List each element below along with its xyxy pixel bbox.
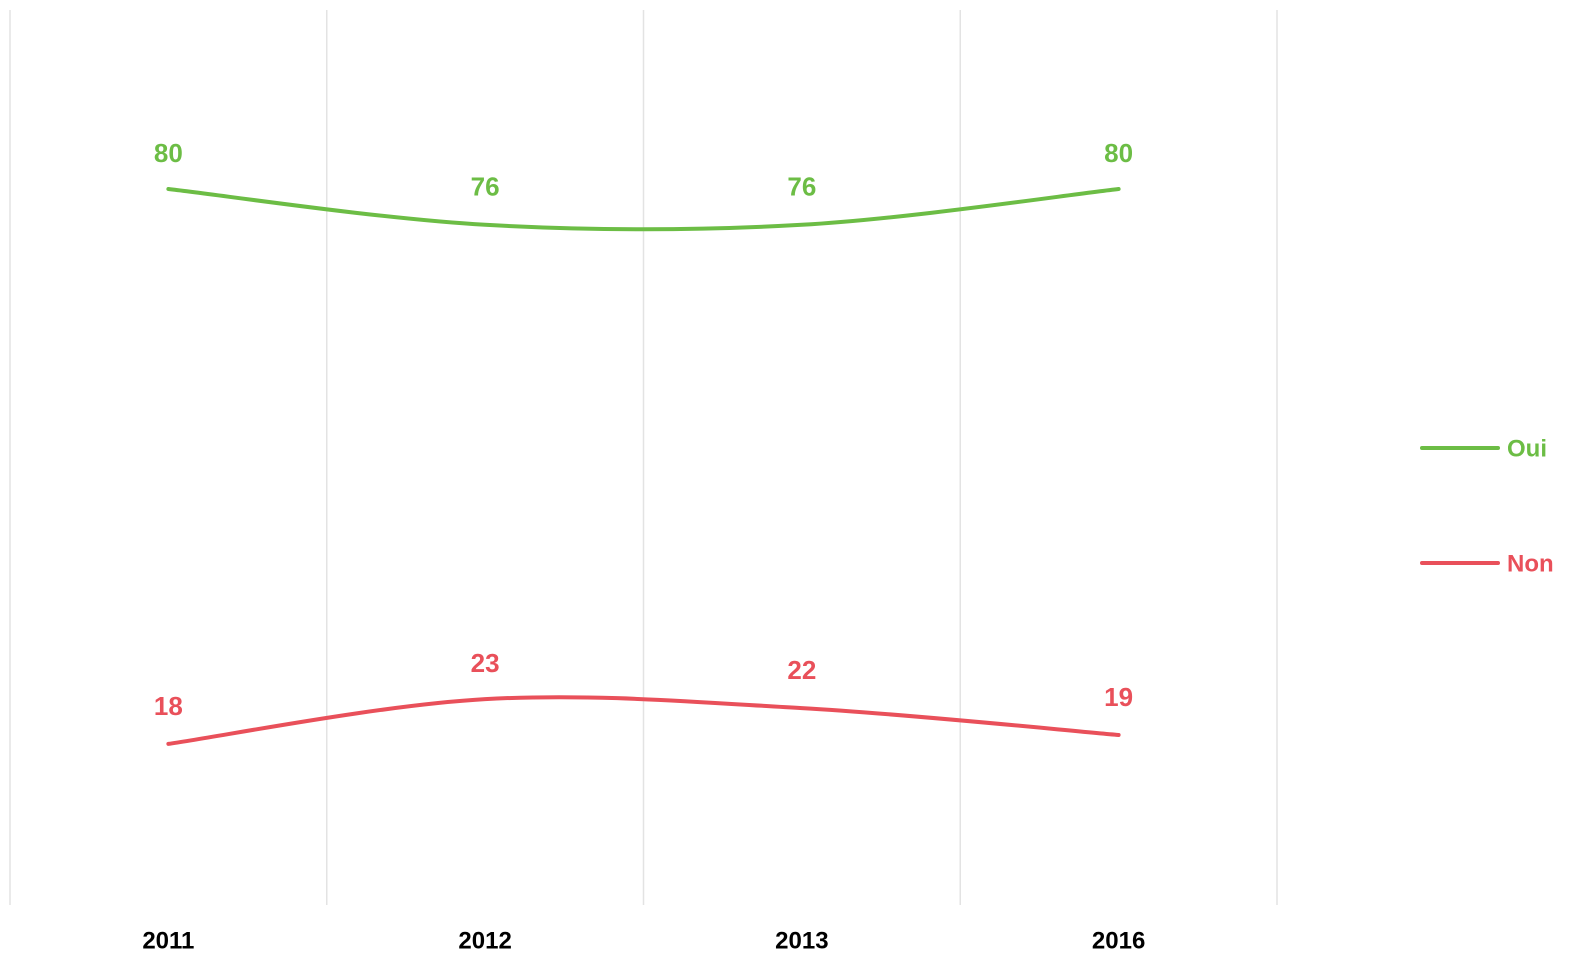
- x-tick-label: 2013: [775, 927, 828, 954]
- data-label: 80: [154, 138, 183, 168]
- x-tick-label: 2012: [458, 927, 511, 954]
- x-tick-label: 2011: [142, 927, 194, 954]
- data-label: 23: [471, 648, 500, 678]
- data-label: 76: [471, 172, 500, 202]
- data-label: 80: [1104, 138, 1133, 168]
- line: [166, 695, 1121, 746]
- line: [166, 187, 1121, 232]
- x-tick-label: 2016: [1092, 927, 1145, 954]
- data-label: 19: [1104, 682, 1133, 712]
- legend-label: Non: [1507, 550, 1554, 577]
- data-label: 22: [787, 655, 816, 685]
- data-label: 18: [154, 691, 183, 721]
- data-label: 76: [787, 172, 816, 202]
- legend-label: Oui: [1507, 435, 1547, 462]
